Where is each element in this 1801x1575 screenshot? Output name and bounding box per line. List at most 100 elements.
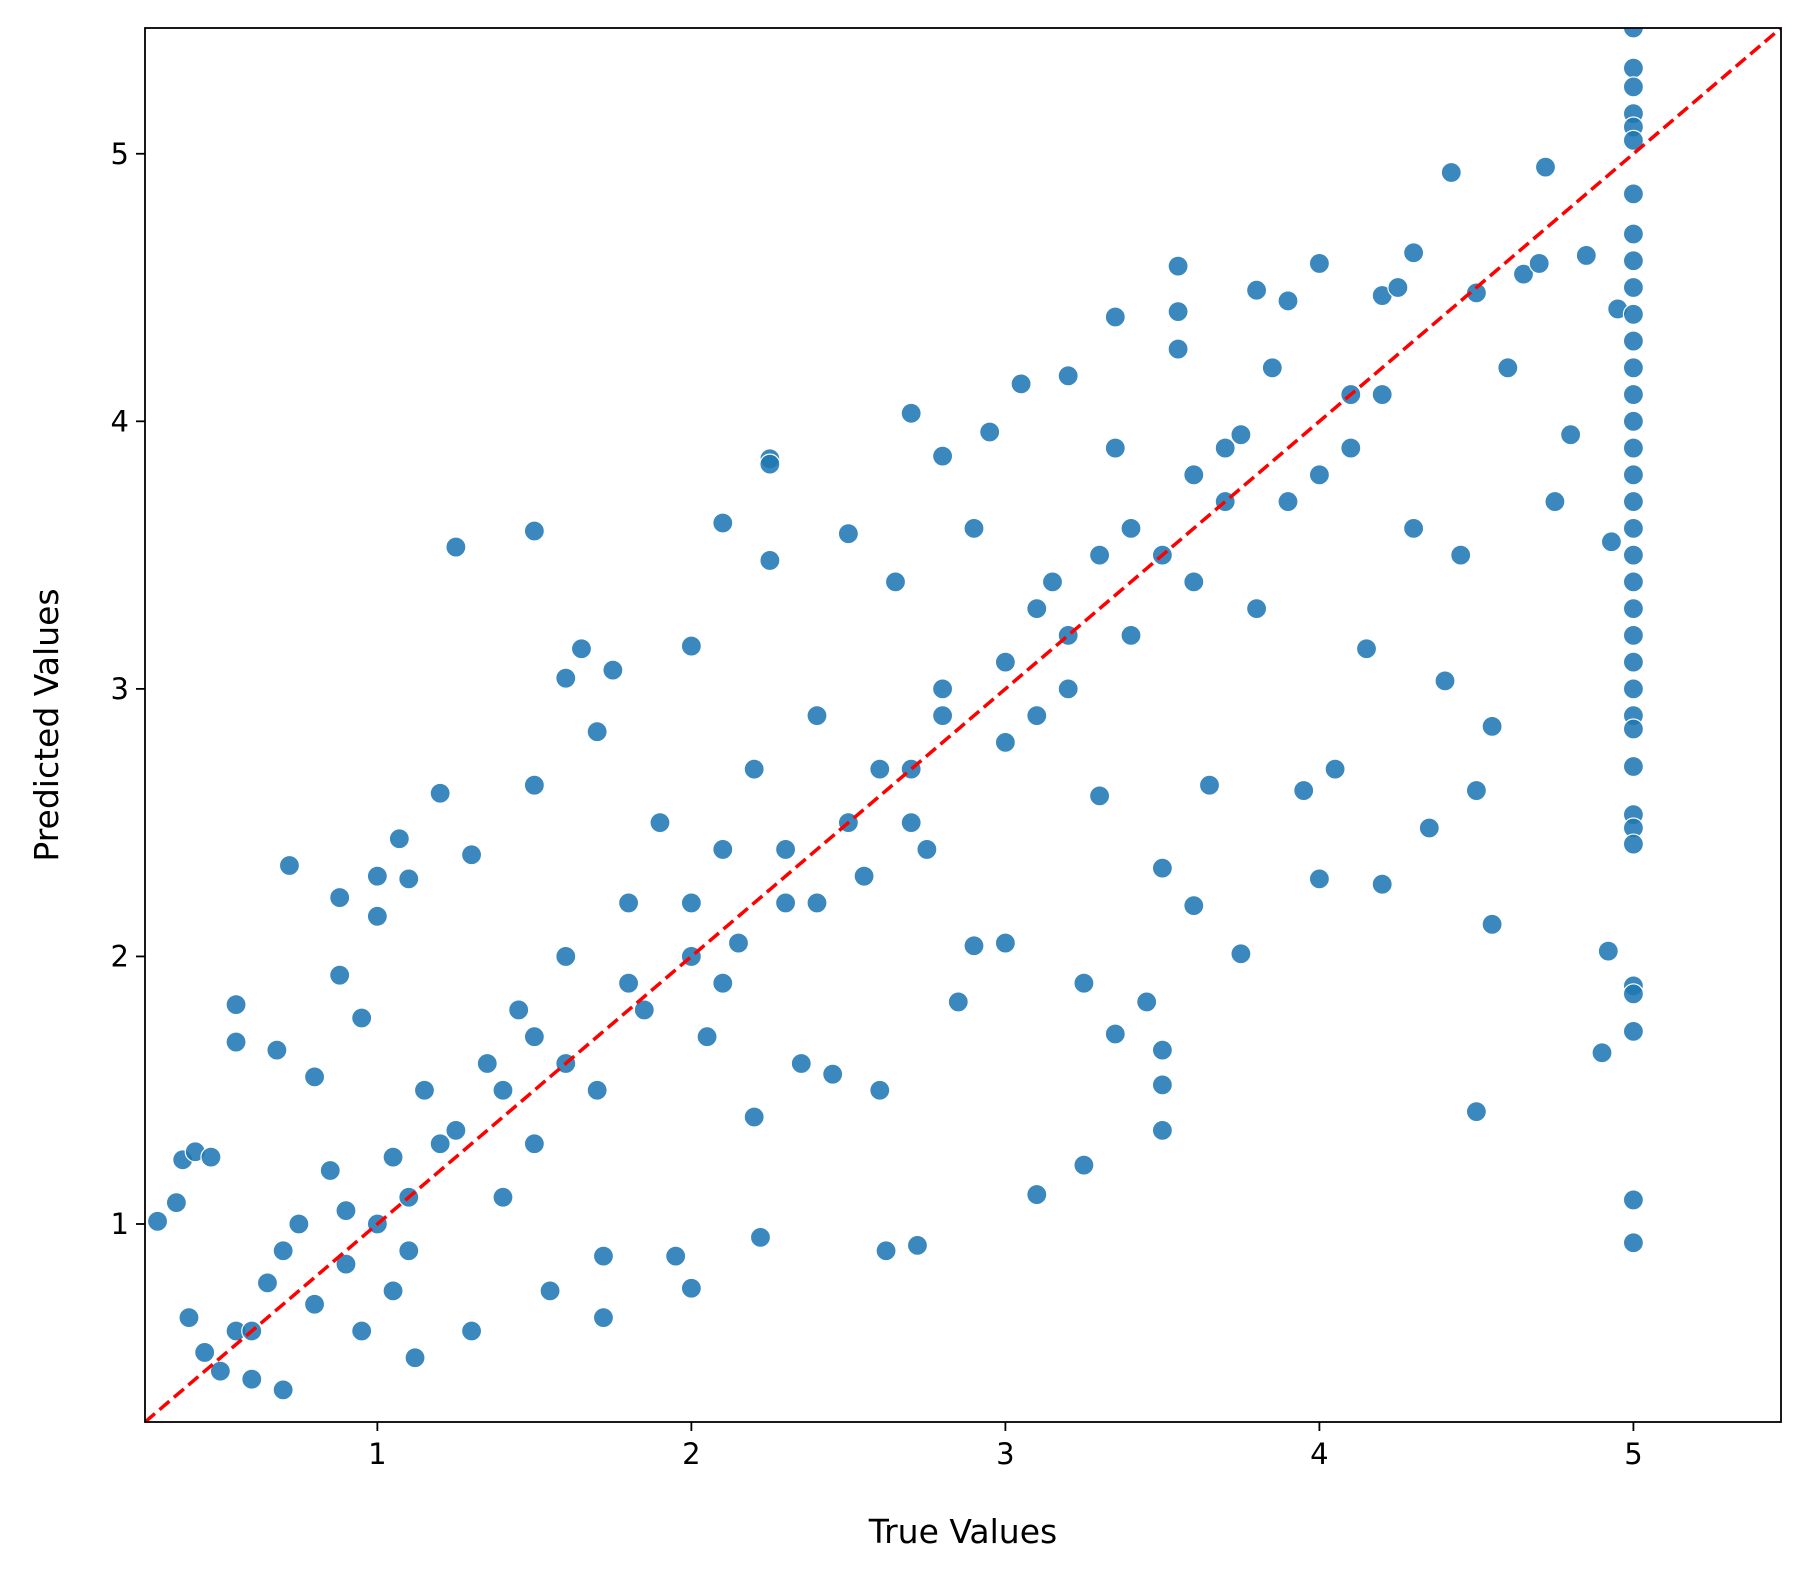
point xyxy=(225,994,247,1016)
point xyxy=(272,1379,294,1401)
point xyxy=(947,991,969,1013)
point xyxy=(1151,1074,1173,1096)
point xyxy=(335,1253,357,1275)
x-tick-label: 2 xyxy=(682,1437,700,1471)
point xyxy=(1622,1189,1645,1211)
point xyxy=(1057,678,1079,700)
point xyxy=(508,999,530,1021)
point xyxy=(931,705,954,727)
point xyxy=(1534,156,1557,178)
point xyxy=(994,932,1016,954)
point xyxy=(592,1245,615,1267)
point xyxy=(1355,638,1378,660)
point xyxy=(382,1146,404,1168)
point xyxy=(617,972,640,994)
point xyxy=(633,999,655,1021)
point xyxy=(1026,705,1048,727)
point xyxy=(539,1280,561,1302)
point xyxy=(351,1320,373,1342)
point xyxy=(429,1133,451,1155)
point xyxy=(1622,624,1645,646)
point xyxy=(303,1293,326,1315)
point xyxy=(1481,715,1503,737)
point xyxy=(712,838,734,861)
point xyxy=(1622,357,1645,379)
point xyxy=(1512,263,1535,285)
point xyxy=(1465,779,1488,802)
point xyxy=(492,1079,514,1101)
point xyxy=(1230,424,1252,446)
point xyxy=(429,782,451,804)
point xyxy=(404,1347,426,1369)
point xyxy=(963,935,985,957)
point xyxy=(1167,301,1189,323)
point xyxy=(1622,571,1645,593)
point xyxy=(884,571,907,593)
point xyxy=(1622,718,1645,740)
point xyxy=(1104,1023,1126,1045)
point xyxy=(1151,1119,1173,1141)
point xyxy=(1575,244,1597,267)
point xyxy=(476,1052,498,1075)
point xyxy=(1622,437,1645,459)
point xyxy=(837,523,859,545)
point xyxy=(963,517,985,539)
y-axis-label: Predicted Values xyxy=(27,588,66,861)
point xyxy=(680,892,702,914)
point xyxy=(1465,282,1488,304)
point xyxy=(335,1200,357,1222)
point xyxy=(1497,357,1519,379)
point xyxy=(1544,490,1566,513)
y-tick-label: 3 xyxy=(111,672,129,706)
point xyxy=(1293,779,1315,802)
point xyxy=(200,1146,222,1168)
point xyxy=(1167,255,1189,277)
point xyxy=(1600,531,1623,553)
point xyxy=(1622,76,1645,98)
point xyxy=(1622,183,1645,205)
point xyxy=(931,445,954,467)
point xyxy=(1403,517,1425,539)
point xyxy=(1041,571,1064,593)
point xyxy=(382,1280,404,1302)
y-tick-label: 2 xyxy=(111,939,129,973)
y-tick-label: 4 xyxy=(111,404,129,438)
point xyxy=(906,1234,929,1257)
point xyxy=(931,678,954,700)
point xyxy=(1622,678,1645,700)
x-axis-label: True Values xyxy=(868,1512,1057,1551)
point xyxy=(853,865,875,887)
point xyxy=(1622,517,1645,539)
point xyxy=(1183,464,1205,486)
point xyxy=(1622,303,1645,325)
point xyxy=(900,402,922,424)
point xyxy=(1151,1039,1173,1061)
point xyxy=(388,828,410,850)
point xyxy=(1622,223,1645,245)
point xyxy=(165,1191,188,1214)
point xyxy=(602,659,624,681)
x-tick-label: 3 xyxy=(996,1437,1014,1471)
point xyxy=(1073,1154,1095,1176)
point xyxy=(712,512,734,534)
axes-frame xyxy=(144,27,1782,1423)
point xyxy=(266,1039,288,1061)
point xyxy=(994,651,1016,673)
point xyxy=(1277,490,1299,513)
point xyxy=(1308,868,1331,890)
point xyxy=(204,1423,224,1443)
point xyxy=(822,1063,844,1085)
point xyxy=(1371,873,1393,895)
point xyxy=(1026,598,1048,620)
point xyxy=(1340,437,1362,459)
point xyxy=(460,844,483,866)
point xyxy=(1622,544,1645,566)
point xyxy=(1120,624,1142,646)
point xyxy=(1104,306,1126,328)
point xyxy=(869,1079,891,1101)
point xyxy=(1622,1020,1645,1042)
point xyxy=(1324,758,1346,780)
point xyxy=(225,1031,247,1053)
point xyxy=(680,1277,702,1299)
